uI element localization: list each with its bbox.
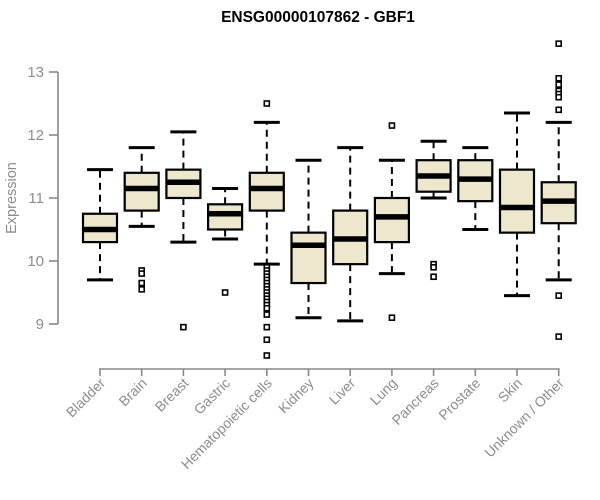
iqr-box [498,168,536,234]
box-pancreas [415,139,452,281]
x-tick-label: Breast [152,375,192,415]
box-brain [123,146,160,293]
outlier-point [221,289,229,296]
box-unknown-other [540,40,577,340]
outlier-point [263,323,271,331]
outlier-point [555,292,563,299]
y-tick-label: 10 [27,253,44,270]
y-tick-label: 9 [36,316,44,333]
outlier-point [388,122,396,129]
x-tick-label: Liver [326,375,359,408]
box-bladder [81,168,119,282]
outlier-point [263,100,271,107]
x-tick-label: Kidney [275,375,317,417]
iqr-box [123,171,160,212]
outlier-point [180,323,187,331]
box-gastric [207,187,244,296]
outlier-point [555,333,563,340]
outlier-point [388,314,396,322]
x-tick-label: Brain [115,375,149,409]
iqr-box [248,171,285,212]
x-tick-label: Lung [367,375,400,408]
outlier-point [138,286,145,293]
outlier-point [555,75,563,82]
outlier-point [138,270,145,277]
outlier-point [430,263,437,271]
y-tick-label: 11 [28,190,44,207]
outlier-point [263,336,271,344]
x-tick-label: Skin [495,375,526,406]
outlier-point [263,311,271,318]
x-tick-label: Unknown / Other [481,375,567,461]
y-tick-label: 12 [27,127,44,144]
outlier-point [555,40,563,47]
outlier-point [138,279,145,287]
box-hematopoietic-cells [248,100,285,359]
iqr-box [207,203,244,231]
y-tick-label: 13 [27,64,44,81]
x-tick-label: Bladder [63,375,109,421]
outlier-point [430,273,437,281]
box-liver [332,146,369,323]
outlier-point [263,304,271,312]
box-breast [165,130,202,331]
iqr-box [373,196,410,244]
box-lung [373,122,410,322]
outlier-point [555,81,563,88]
iqr-box [290,231,327,285]
x-tick-label: Prostate [435,375,483,423]
box-series [81,40,577,359]
box-kidney [290,158,327,320]
outlier-point [555,106,563,114]
outlier-point [555,93,563,101]
chart-title: ENSG00000107862 - GBF1 [221,9,415,26]
box-prostate [457,146,494,231]
y-axis-label: Expression [4,162,20,234]
box-skin [498,111,536,298]
outlier-point [263,352,271,359]
